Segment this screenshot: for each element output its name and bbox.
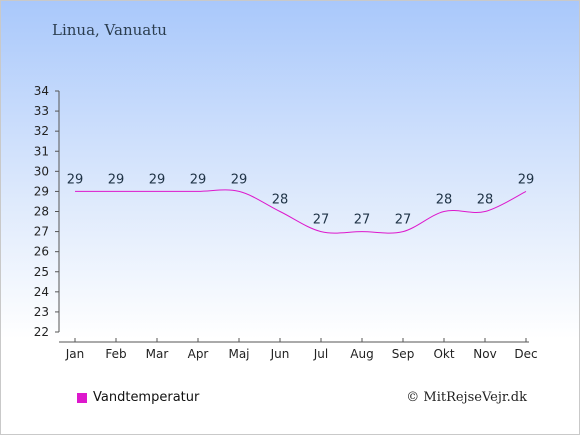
x-tick-label: Jul [313,347,328,361]
data-label: 27 [313,213,330,228]
y-tick-label: 33 [34,104,49,118]
data-label: 29 [108,172,125,187]
y-tick-label: 28 [34,205,49,219]
y-tick-label: 25 [34,265,49,279]
x-tick-label: Jan [65,347,85,361]
legend-swatch [77,392,87,403]
data-label: 28 [436,193,453,208]
chart-title: Linua, Vanuatu [52,21,167,39]
x-tick-label: Sep [392,347,415,361]
y-tick-label: 27 [34,225,49,239]
series-line-vandtemperatur [75,189,527,234]
legend-label: Vandtemperatur [93,390,200,405]
x-tick-label: Nov [473,347,496,361]
x-tick-label: Jun [270,347,290,361]
data-label: 28 [477,193,494,208]
data-label: 29 [67,172,84,187]
y-tick-label: 24 [34,285,49,299]
x-tick-label: Aug [350,347,373,361]
x-tick-label: Apr [188,347,209,361]
y-tick-label: 22 [34,325,49,339]
y-tick-label: 30 [34,164,49,178]
data-label: 27 [354,213,371,228]
data-label: 29 [231,172,248,187]
data-label: 29 [149,172,166,187]
data-label: 29 [190,172,207,187]
y-tick-label: 32 [34,124,49,138]
y-tick-label: 34 [34,84,49,98]
legend: Vandtemperatur [77,390,199,405]
y-tick-label: 31 [34,144,49,158]
x-tick-label: Okt [433,347,454,361]
x-tick-label: Dec [514,347,537,361]
y-tick-label: 29 [34,184,49,198]
data-label: 29 [518,172,535,187]
data-label: 27 [395,213,412,228]
y-tick-label: 23 [34,305,49,319]
y-tick-label: 26 [34,245,49,259]
x-tick-label: Maj [228,347,249,361]
credit-text: © MitRejseVejr.dk [406,390,527,405]
x-tick-label: Feb [105,347,126,361]
x-tick-label: Mar [146,347,169,361]
data-label: 28 [272,193,289,208]
